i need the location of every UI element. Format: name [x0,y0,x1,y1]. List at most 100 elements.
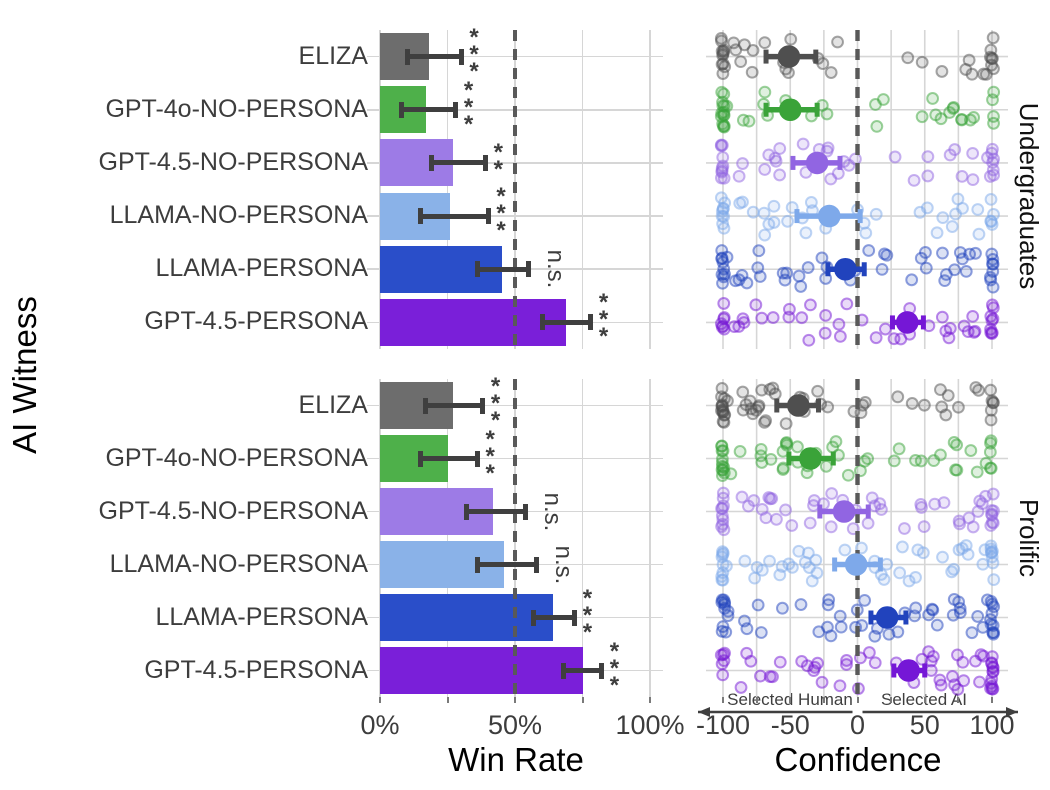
facet-label-prolific: Prolific [1014,498,1044,578]
error-bar-cap-low [418,208,423,225]
scatter-point [808,660,822,674]
category-label-eliza: ELIZA [298,390,368,419]
scatter-point [715,570,729,583]
scatter-point [891,625,905,639]
significance-stars: * * * [598,289,609,351]
scatter-point [951,682,965,696]
scatter-point [747,494,761,507]
scatter-point [967,325,981,339]
x-axis-tick [514,697,516,703]
scatter-point [779,503,792,517]
scatter-point [947,562,961,576]
bar [380,647,583,694]
error-bar-line [431,160,486,166]
x-tick-label: 50% [487,710,543,740]
scatter-point [905,273,919,287]
scatter-point [892,442,906,456]
gridline-vertical [581,30,584,349]
scatter-point [902,574,916,588]
scatter-point [921,169,935,183]
category-label-llama-no-persona: LLAMA-NO-PERSONA [109,549,368,578]
x-axis-tick [755,697,758,703]
scatter-point [819,308,833,322]
scatter-point [734,681,748,694]
scatter-point [766,311,780,324]
scatter-point [896,540,909,554]
scatter-point [957,319,971,333]
scatter-point [985,247,999,261]
scatter-point [987,85,1001,99]
scatter-point [965,67,979,81]
scatter-point [759,414,773,427]
scatter-point [768,151,782,165]
scatter-point [746,43,760,57]
scatter-point [822,593,836,607]
significance-stars: * * * [463,76,474,138]
scatter-point [858,593,872,607]
gridline-vertical [446,30,449,349]
scatter-point [804,196,818,209]
scatter-point [849,152,862,166]
scatter-point [819,459,833,473]
error-bar-cap-low [463,503,469,520]
error-bar-cap-high [571,609,577,626]
scatter-point [734,55,748,69]
scatter-point [717,311,731,324]
scatter-point [773,142,787,155]
scatter-point [971,203,985,216]
scatter-point [930,226,944,240]
scatter-point [720,559,733,573]
scatter-point [984,326,998,340]
scatter-point [719,625,733,639]
error-bar-cap-high [534,556,540,573]
scatter-point [927,454,941,467]
scatter-point [758,85,772,99]
significance-ns: n.s. [538,492,566,531]
scatter-point [985,650,999,664]
mean-dot [832,500,856,523]
scatter-point [930,618,944,632]
scatter-point [740,276,754,290]
scatter-point [773,568,787,582]
scatter-point [905,397,919,410]
scatter-point [720,99,734,113]
x-axis-tick [649,697,651,703]
x-axis-tick [957,697,960,703]
significance-stars: * * * [609,637,620,699]
scatter-point [715,44,729,58]
scatter-point [780,266,794,280]
scatter-point [898,522,911,535]
scatter-point [986,280,1000,294]
x-axis-tick [923,697,926,703]
scatter-point [966,310,980,323]
scatter-point [966,173,980,187]
bar-panel-prolific: * * * * * * n.s. n.s. * * * * * * [367,372,663,699]
scatter-point [755,502,769,516]
scatter-point [762,217,776,231]
scatter-point [794,280,808,293]
significance-stars: * * * [490,372,501,434]
scatter-point [724,467,738,481]
scatter-point [755,311,769,325]
scatter-point [717,415,731,429]
category-label-gpt-4.5-persona: GPT-4.5-PERSONA [144,307,368,336]
scatter-point [716,452,729,466]
scatter-point [802,561,816,574]
scatter-point [984,215,998,228]
scatter-point [922,608,936,622]
bar [380,298,567,346]
error-bar-cap-low [423,397,429,414]
gridline-vertical [379,30,381,349]
mean-dot [777,45,801,68]
scatter-point [926,92,940,105]
scatter-point [942,331,956,345]
scatter-point [952,400,965,414]
error-bar-line [420,213,488,219]
dot-panel-undergraduates [706,30,1008,349]
scatter-point [745,65,759,79]
error-bar-cap-low [474,261,480,278]
scatter-point [714,317,728,331]
scatter-point [950,463,964,477]
x-axis-tick [890,697,893,703]
scatter-point [957,674,971,688]
